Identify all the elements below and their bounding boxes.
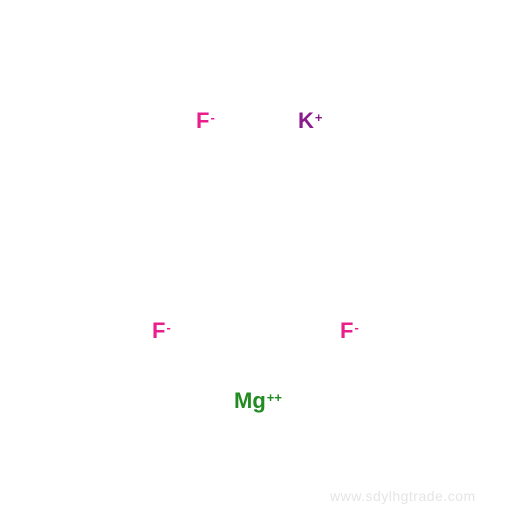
watermark-text: www.sdylhgtrade.com xyxy=(330,488,476,504)
ion-charge: - xyxy=(166,320,170,335)
fluoride-ion-1: F- xyxy=(196,108,215,134)
fluoride-ion-2: F- xyxy=(152,318,171,344)
ion-charge: ++ xyxy=(267,390,282,405)
element-symbol: F xyxy=(196,108,209,133)
potassium-ion: K+ xyxy=(298,108,322,134)
magnesium-ion: Mg++ xyxy=(234,388,282,414)
ion-charge: + xyxy=(315,110,323,125)
ion-charge: - xyxy=(354,320,358,335)
element-symbol: Mg xyxy=(234,388,266,413)
element-symbol: F xyxy=(340,318,353,343)
fluoride-ion-3: F- xyxy=(340,318,359,344)
ion-charge: - xyxy=(210,110,214,125)
element-symbol: F xyxy=(152,318,165,343)
element-symbol: K xyxy=(298,108,314,133)
